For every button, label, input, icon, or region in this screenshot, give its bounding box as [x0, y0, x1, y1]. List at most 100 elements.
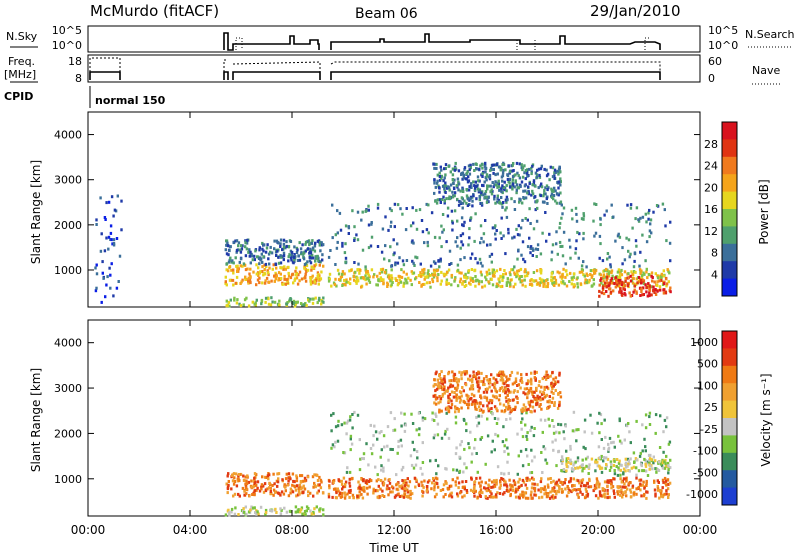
power-colorbar-swatch — [722, 192, 737, 210]
velocity-cell — [435, 403, 437, 406]
power-cell — [546, 197, 548, 200]
velocity-cell — [480, 380, 482, 383]
velocity-cell — [381, 448, 383, 451]
power-cell — [527, 271, 529, 274]
power-cell — [252, 258, 254, 261]
velocity-cell — [633, 460, 635, 463]
velocity-cell — [514, 481, 516, 484]
velocity-cell — [413, 448, 415, 451]
velocity-cell — [434, 483, 436, 486]
power-cell — [474, 257, 476, 260]
power-cell — [568, 239, 570, 242]
velocity-colorbar-tick: 500 — [697, 358, 718, 371]
velocity-cell — [434, 389, 436, 392]
power-cell — [268, 263, 270, 266]
velocity-cell — [654, 459, 656, 462]
power-cell — [486, 201, 488, 204]
power-cell — [669, 259, 671, 262]
velocity-cell — [447, 372, 449, 375]
power-cell — [288, 253, 290, 256]
velocity-cell — [400, 412, 402, 415]
power-cell — [511, 188, 513, 191]
velocity-cell — [490, 373, 492, 376]
power-cell — [500, 168, 502, 171]
cpid-value: normal 150 — [95, 94, 166, 107]
velocity-cell — [596, 461, 598, 464]
power-cell — [278, 300, 280, 303]
power-cell — [603, 214, 605, 217]
velocity-colorbar-tick: 25 — [704, 401, 718, 414]
nsearch-tick-top: 10^5 — [708, 24, 738, 37]
power-cell — [436, 276, 438, 279]
power-cell — [458, 169, 460, 172]
velocity-cell — [579, 491, 581, 494]
velocity-cell — [497, 465, 499, 468]
velocity-cell — [665, 425, 667, 428]
velocity-cell — [333, 488, 335, 491]
velocity-cell — [463, 494, 465, 497]
power-cell — [484, 170, 486, 173]
velocity-cell — [533, 427, 535, 430]
power-cell — [418, 281, 420, 284]
power-colorbar-tick: 8 — [711, 247, 718, 260]
velocity-cell — [554, 401, 556, 404]
power-cell — [494, 180, 496, 183]
power-cell — [445, 281, 447, 284]
velocity-cell — [295, 474, 297, 477]
velocity-cell — [481, 436, 483, 439]
velocity-cell — [473, 394, 475, 397]
power-cell — [461, 216, 463, 219]
power-cell — [225, 263, 227, 266]
power-cell — [321, 241, 323, 244]
velocity-cell — [261, 475, 263, 478]
power-colorbar-swatch — [722, 261, 737, 279]
velocity-cell — [565, 450, 567, 453]
power-cell — [357, 211, 359, 214]
power-cell — [456, 220, 458, 223]
power-cell — [427, 244, 429, 247]
velocity-cell — [332, 443, 334, 446]
power-cell — [509, 186, 511, 189]
velocity-cell — [626, 488, 628, 491]
velocity-cell — [508, 479, 510, 482]
power-cell — [571, 282, 573, 285]
power-cell — [261, 265, 263, 268]
power-cell — [226, 283, 228, 286]
freq-row-frame — [88, 55, 700, 82]
power-cell — [531, 190, 533, 193]
power-cell — [581, 271, 583, 274]
velocity-cell — [476, 452, 478, 455]
power-cell — [550, 166, 552, 169]
power-cell — [403, 271, 405, 274]
velocity-cell — [570, 462, 572, 465]
power-cell — [647, 212, 649, 215]
velocity-cell — [513, 389, 515, 392]
velocity-cell — [528, 401, 530, 404]
power-cell — [389, 280, 391, 283]
power-cell — [502, 171, 504, 174]
velocity-cell — [536, 395, 538, 398]
velocity-cell — [573, 484, 575, 487]
velocity-cell — [544, 485, 546, 488]
velocity-cell — [665, 489, 667, 492]
power-cell — [460, 240, 462, 243]
power-cell — [317, 275, 319, 278]
power-cell — [460, 272, 462, 275]
velocity-cell — [404, 487, 406, 490]
power-cell — [447, 215, 449, 218]
power-cell — [490, 278, 492, 281]
power-cell — [518, 201, 520, 204]
freq-tick-bottom: 8 — [75, 72, 82, 85]
power-cell — [281, 283, 283, 286]
power-cell — [612, 289, 614, 292]
power-cell — [501, 184, 503, 187]
velocity-cell — [256, 510, 258, 513]
power-cell — [525, 169, 527, 172]
power-cell — [466, 178, 468, 181]
velocity-cell — [271, 510, 273, 513]
power-cell — [433, 182, 435, 185]
power-cell — [606, 258, 608, 261]
velocity-cell — [307, 475, 309, 478]
velocity-cell — [287, 480, 289, 483]
freq-unit: [MHz] — [4, 68, 36, 81]
